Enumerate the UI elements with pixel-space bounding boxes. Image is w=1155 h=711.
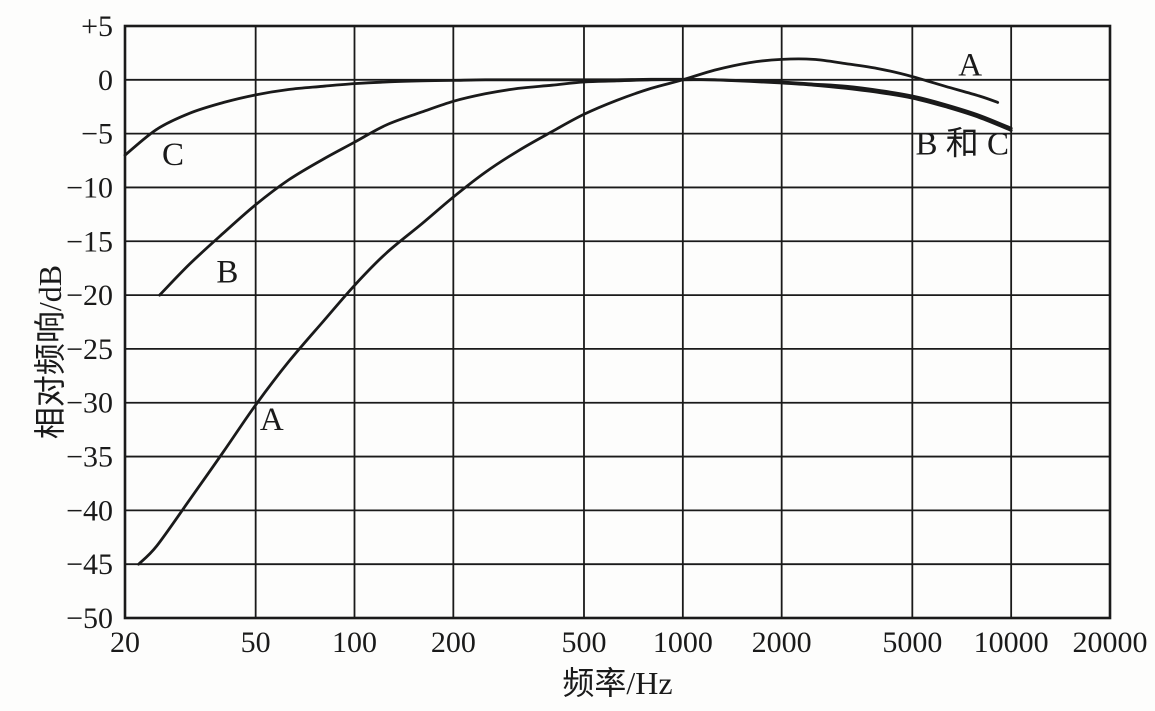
x-tick-label: 50 <box>241 626 271 659</box>
x-tick-label: 500 <box>561 626 606 659</box>
y-axis-title: 相对频响/dB <box>32 264 68 440</box>
y-tick-label: −15 <box>66 225 113 258</box>
y-tick-label: +5 <box>81 10 113 43</box>
curve-A <box>137 57 1000 566</box>
y-tick-label: −30 <box>66 387 113 420</box>
y-tick-label: −5 <box>81 118 113 151</box>
plot-border <box>123 24 1112 620</box>
x-tick-label: 1000 <box>653 626 713 659</box>
y-tick-label: −40 <box>66 494 113 527</box>
y-tick-label: 0 <box>98 64 113 97</box>
curve-C <box>123 77 1013 157</box>
x-tick-label: 20000 <box>1073 626 1148 659</box>
curve-label-A: A <box>958 48 982 84</box>
x-tick-label: 10000 <box>974 626 1049 659</box>
curve-label-A: A <box>260 402 284 438</box>
y-tick-label: −45 <box>66 548 113 581</box>
y-tick-label: −20 <box>66 279 113 312</box>
y-tick-label: −50 <box>66 602 113 635</box>
y-tick-label: −25 <box>66 333 113 366</box>
x-axis-title: 频率/Hz <box>562 665 673 701</box>
x-tick-label: 100 <box>332 626 377 659</box>
x-tick-label: 20 <box>110 626 140 659</box>
curve-label-B: B <box>216 254 238 290</box>
curve-B <box>158 78 1013 297</box>
curve-label-C: C <box>162 137 184 173</box>
y-tick-label: −35 <box>66 441 113 474</box>
x-tick-label: 200 <box>431 626 476 659</box>
y-tick-label: −10 <box>66 171 113 204</box>
curve-label-B-和-C: B 和 C <box>916 126 1010 162</box>
x-tick-label: 2000 <box>752 626 812 659</box>
x-tick-label: 5000 <box>882 626 942 659</box>
